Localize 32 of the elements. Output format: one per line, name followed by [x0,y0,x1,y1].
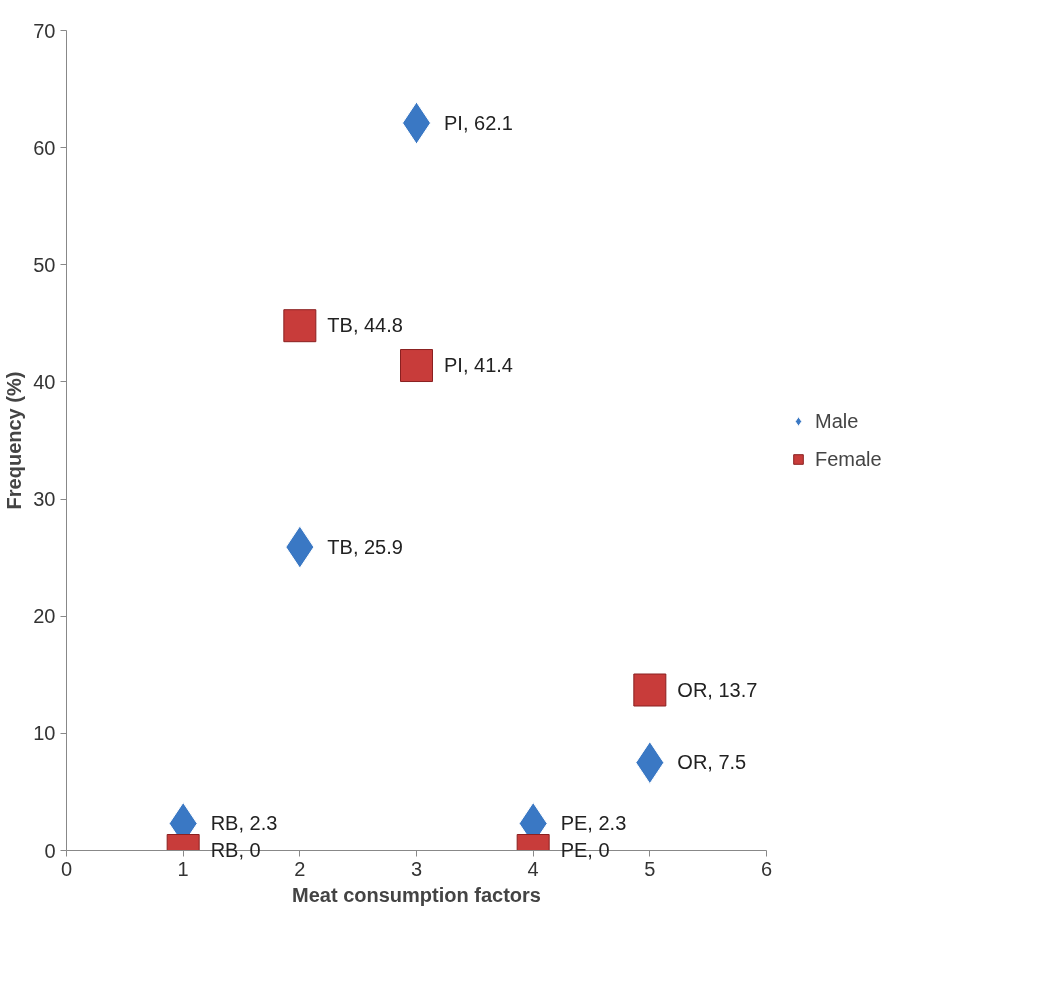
data-label: TB, 25.9 [327,535,403,559]
point [633,673,667,707]
y-tick-label: 60 [33,136,56,159]
data-label: PI, 62.1 [444,111,513,135]
legend-label: Male [815,409,859,433]
x-axis-title: Meat consumption factors [292,883,541,906]
x-tick-label: 1 [177,857,189,880]
point [400,349,433,383]
x-tick-label: 2 [294,857,306,880]
data-label: PE, 0 [560,838,610,862]
y-tick-label: 20 [33,605,56,628]
data-label: OR, 7.5 [677,750,747,774]
y-tick-label: 50 [33,253,56,276]
x-tick-label: 6 [760,857,773,880]
legend-label: Female [815,447,882,471]
y-tick-label: 70 [33,19,56,42]
y-tick-label: 10 [33,722,56,745]
data-label: PI, 41.4 [444,353,513,377]
data-label: PE, 2.3 [560,811,627,835]
x-tick-label: 0 [60,857,73,880]
x-tick-label: 3 [410,857,423,880]
y-tick-label: 30 [33,488,56,511]
point [283,309,317,343]
x-tick-label: 5 [644,857,656,880]
y-axis-title: Frequency (%) [3,371,26,510]
x-tick-label: 4 [527,857,539,880]
data-label: TB, 44.8 [327,313,403,337]
y-tick-label: 0 [44,839,56,862]
y-tick-label: 40 [33,370,56,393]
data-label: RB, 0 [210,838,261,862]
data-label: RB, 2.3 [210,811,278,835]
data-label: OR, 13.7 [677,678,758,701]
